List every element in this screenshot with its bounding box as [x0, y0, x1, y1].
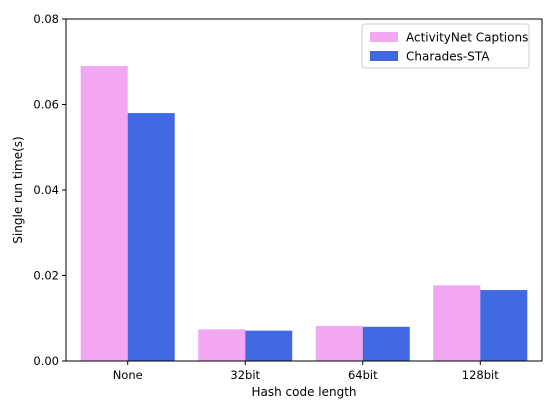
legend-swatch	[370, 32, 398, 42]
bar-activitynet-captions-none	[80, 66, 128, 362]
bar-charades-sta-32bit	[245, 330, 293, 361]
bar-activitynet-captions-128bit	[433, 285, 481, 361]
y-axis-label: Single run time(s)	[11, 136, 25, 243]
x-axis-ticks: None 32bit 64bit 128bit	[113, 361, 499, 382]
bar-charades-sta-64bit	[362, 326, 410, 361]
plot-frame	[65, 18, 543, 362]
x-tick-label: None	[113, 368, 143, 382]
bar-activitynet-captions-32bit	[198, 329, 246, 361]
bar-charades-sta-none	[127, 113, 175, 361]
bar-activitynet-captions-64bit	[315, 325, 363, 361]
y-tick-label: 0.02	[33, 269, 59, 283]
y-tick-label: 0.06	[33, 98, 59, 112]
y-tick-label: 0.00	[33, 354, 59, 368]
x-tick-label: 128bit	[462, 368, 499, 382]
y-tick-label: 0.08	[33, 12, 59, 26]
bars-layer	[80, 66, 528, 362]
bar-charades-sta-128bit	[480, 290, 528, 361]
legend: ActivityNet Captions Charades-STA	[361, 23, 530, 69]
legend-label: Charades-STA	[406, 50, 490, 64]
x-tick-label: 64bit	[348, 368, 378, 382]
legend-label: ActivityNet Captions	[406, 31, 528, 45]
x-axis-label: Hash code length	[251, 385, 356, 399]
x-tick-label: 32bit	[230, 368, 260, 382]
legend-box	[361, 23, 530, 69]
legend-swatch	[370, 51, 398, 61]
y-tick-label: 0.04	[33, 183, 59, 197]
y-axis-ticks: 0.00 0.02 0.04 0.06 0.08	[33, 12, 66, 368]
